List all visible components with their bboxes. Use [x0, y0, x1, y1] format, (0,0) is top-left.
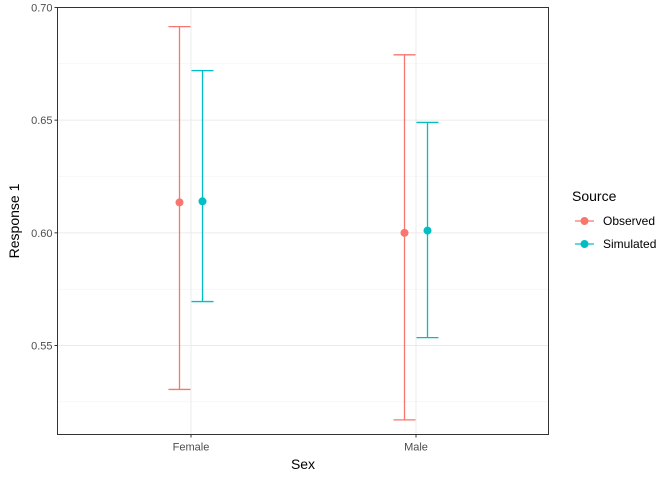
- x-tick-label: Male: [404, 442, 428, 454]
- grid-major: [57, 7, 549, 435]
- y-tick-label: 0.55: [31, 340, 52, 352]
- errorbar-observed-male: [393, 54, 416, 421]
- legend-key-point: [580, 217, 589, 225]
- legend-label: Observed: [603, 214, 655, 228]
- y-axis-title: Response 1: [6, 183, 22, 258]
- errorbar-observed-female: [168, 26, 191, 391]
- point-observed-female: [175, 198, 184, 207]
- point-simulated-male: [423, 226, 432, 235]
- legend-items: Observed Simulated: [575, 214, 656, 251]
- y-tick-label: 0.60: [31, 228, 52, 240]
- x-axis-title: Sex: [291, 456, 315, 472]
- point-simulated-female: [198, 197, 207, 206]
- points: [175, 197, 432, 237]
- legend-title: Source: [572, 188, 617, 204]
- legend: Source Observed Simulated: [572, 188, 656, 251]
- legend-item-simulated: Simulated: [575, 237, 656, 251]
- panel-border: [57, 7, 549, 435]
- y-tick-label: 0.65: [31, 115, 52, 127]
- legend-key-point: [580, 240, 589, 248]
- y-tick-label: 0.70: [31, 3, 52, 15]
- legend-label: Simulated: [603, 237, 656, 251]
- point-observed-male: [400, 228, 409, 237]
- errorbar-simulated-female: [191, 69, 214, 303]
- x-tick-label: Female: [173, 442, 210, 454]
- y-ticks: 0.55 0.60 0.65 0.70: [31, 3, 58, 352]
- grid-minor: [57, 63, 549, 403]
- x-ticks: Female Male: [173, 434, 428, 454]
- panel-background: [57, 7, 549, 435]
- legend-item-observed: Observed: [575, 214, 655, 228]
